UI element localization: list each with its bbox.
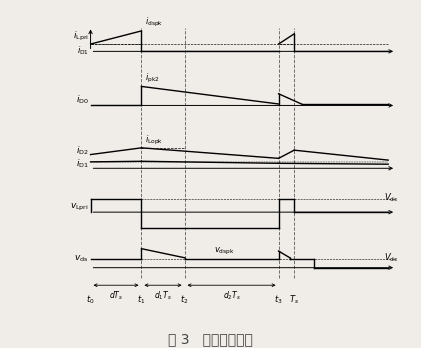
Text: $T_s$: $T_s$ — [289, 294, 299, 307]
Text: 图 3   稳态工作波形: 图 3 稳态工作波形 — [168, 332, 253, 346]
Text: $i_{\rm Lpri}$: $i_{\rm Lpri}$ — [73, 30, 88, 43]
Text: $V_{\rm dc}$: $V_{\rm dc}$ — [384, 191, 398, 204]
Text: $i_{\rm Lopk}$: $i_{\rm Lopk}$ — [144, 134, 163, 147]
Text: $t_0$: $t_0$ — [86, 294, 95, 307]
Text: $i_{\rm D0}$: $i_{\rm D0}$ — [76, 93, 88, 106]
Text: $d_1T_s$: $d_1T_s$ — [154, 289, 172, 301]
Text: $i_{\rm pk2}$: $i_{\rm pk2}$ — [144, 72, 159, 85]
Text: $d_2T_s$: $d_2T_s$ — [223, 289, 240, 301]
Text: $v_{\rm dspk}$: $v_{\rm dspk}$ — [214, 245, 235, 256]
Text: $v_{\rm ds}$: $v_{\rm ds}$ — [74, 254, 88, 264]
Text: $dT_s$: $dT_s$ — [109, 289, 123, 301]
Text: $i_{\rm dspk}$: $i_{\rm dspk}$ — [144, 16, 163, 29]
Text: $i_{\rm D1}$: $i_{\rm D1}$ — [76, 157, 88, 169]
Text: $t_2$: $t_2$ — [180, 294, 189, 307]
Text: $v_{\rm Lpri}$: $v_{\rm Lpri}$ — [70, 202, 88, 213]
Text: $V_{\rm dc}$: $V_{\rm dc}$ — [384, 252, 398, 264]
Text: $t_1$: $t_1$ — [137, 294, 146, 307]
Text: $i_{\rm D2}$: $i_{\rm D2}$ — [76, 144, 88, 157]
Text: $i_{\rm D1}$: $i_{\rm D1}$ — [77, 45, 88, 57]
Text: $t_3$: $t_3$ — [274, 294, 283, 307]
